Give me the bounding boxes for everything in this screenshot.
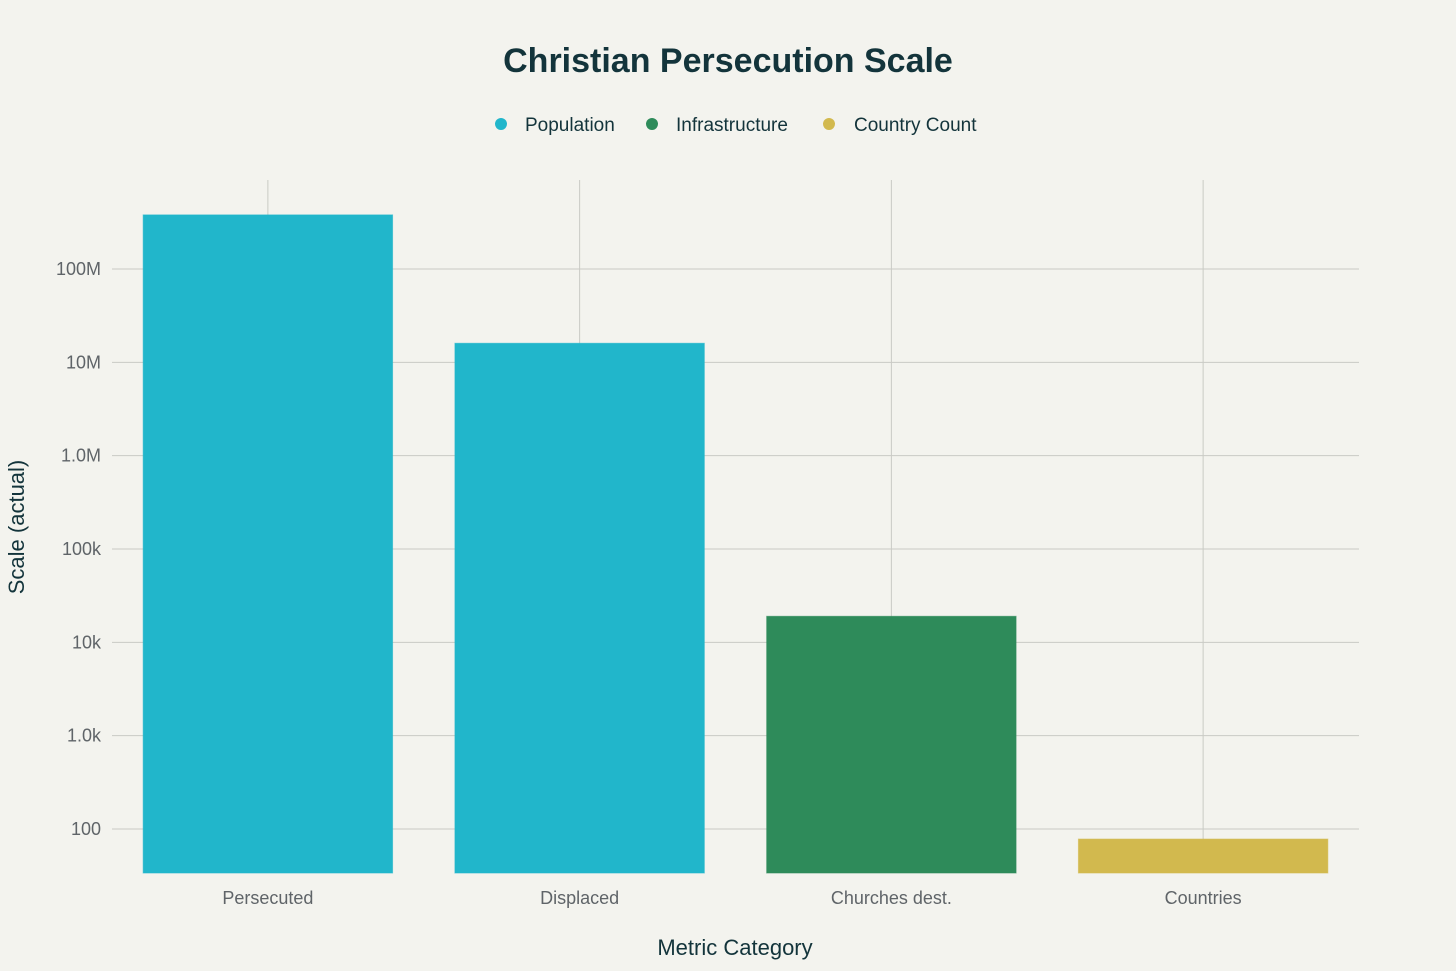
- legend-label-country-count: Country Count: [854, 115, 977, 136]
- y-tick-label-100m: 100M: [56, 259, 101, 279]
- y-tick-label-1-0k: 1.0k: [67, 726, 102, 746]
- x-tick-label-countries: Countries: [1165, 888, 1242, 908]
- legend-label-infrastructure: Infrastructure: [676, 115, 788, 136]
- legend-marker-infrastructure: [646, 118, 658, 130]
- y-tick-label-10m: 10M: [66, 352, 101, 372]
- y-tick-label-1-0m: 1.0M: [61, 446, 101, 466]
- y-axis-ticks: 100 1.0k 10k 100k 1.0M 10M 100M: [56, 259, 102, 839]
- bar-persecuted: [142, 214, 394, 874]
- chart-title: Christian Persecution Scale: [503, 42, 953, 80]
- bars: [142, 214, 1329, 874]
- bar-countries: [1077, 838, 1329, 874]
- y-axis-title: Scale (actual): [4, 460, 29, 595]
- y-tick-label-10k: 10k: [72, 632, 102, 652]
- x-tick-label-churches-dest: Churches dest.: [831, 888, 952, 908]
- x-axis-ticks: Persecuted Displaced Churches dest. Countri…: [222, 888, 1241, 908]
- legend-marker-population: [495, 118, 507, 130]
- legend-label-population: Population: [525, 115, 615, 136]
- y-tick-label-100k: 100k: [62, 539, 102, 559]
- x-tick-label-displaced: Displaced: [540, 888, 619, 908]
- bar-displaced: [454, 342, 705, 874]
- bar-churches-dest: [766, 615, 1017, 874]
- x-tick-label-persecuted: Persecuted: [222, 888, 313, 908]
- x-axis-title: Metric Category: [657, 935, 812, 960]
- chart-legend: Population Infrastructure Country Count: [495, 115, 977, 136]
- y-tick-label-100: 100: [71, 819, 101, 839]
- legend-marker-country-count: [823, 118, 835, 130]
